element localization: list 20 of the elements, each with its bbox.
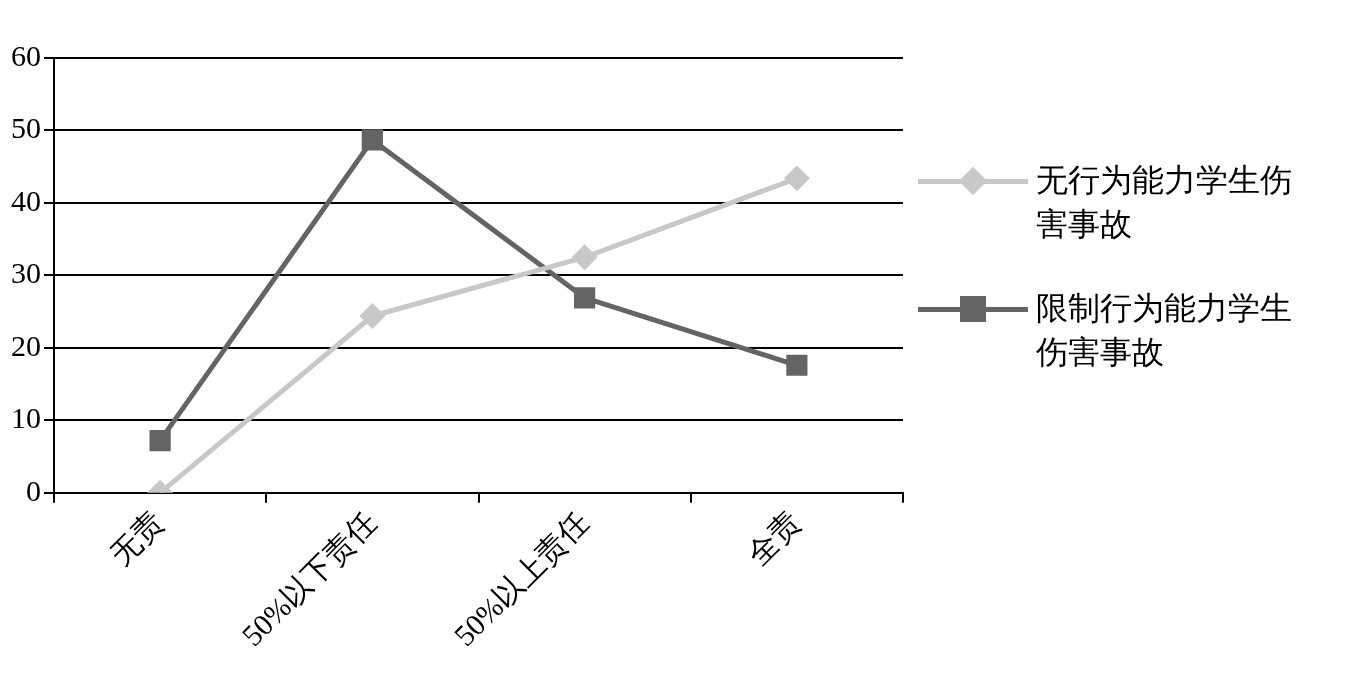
legend-label: 限制行为能力学生伤害事故 [1036,289,1293,372]
point [361,129,383,151]
legend-label: 无行为能力学生伤害事故 [1036,161,1293,244]
y-tick-label: 60 [11,38,41,72]
y-tick-label: 50 [11,111,41,145]
y-tick-label: 10 [11,401,41,435]
point [571,244,598,271]
y-tick-label: 0 [26,473,41,507]
x-tick-label: 全责 [740,505,807,571]
x-tick-label: 50%以下责任 [235,505,383,653]
y-tick-label: 30 [11,256,41,290]
x-tick-label: 50%以上责任 [447,505,595,653]
point [149,430,171,452]
x-tick-label: 无责 [104,505,170,571]
y-tick-label: 40 [11,183,41,217]
point [783,165,810,192]
y-tick-label: 20 [11,328,41,362]
point [359,302,386,329]
point [574,287,596,309]
point [786,354,808,376]
